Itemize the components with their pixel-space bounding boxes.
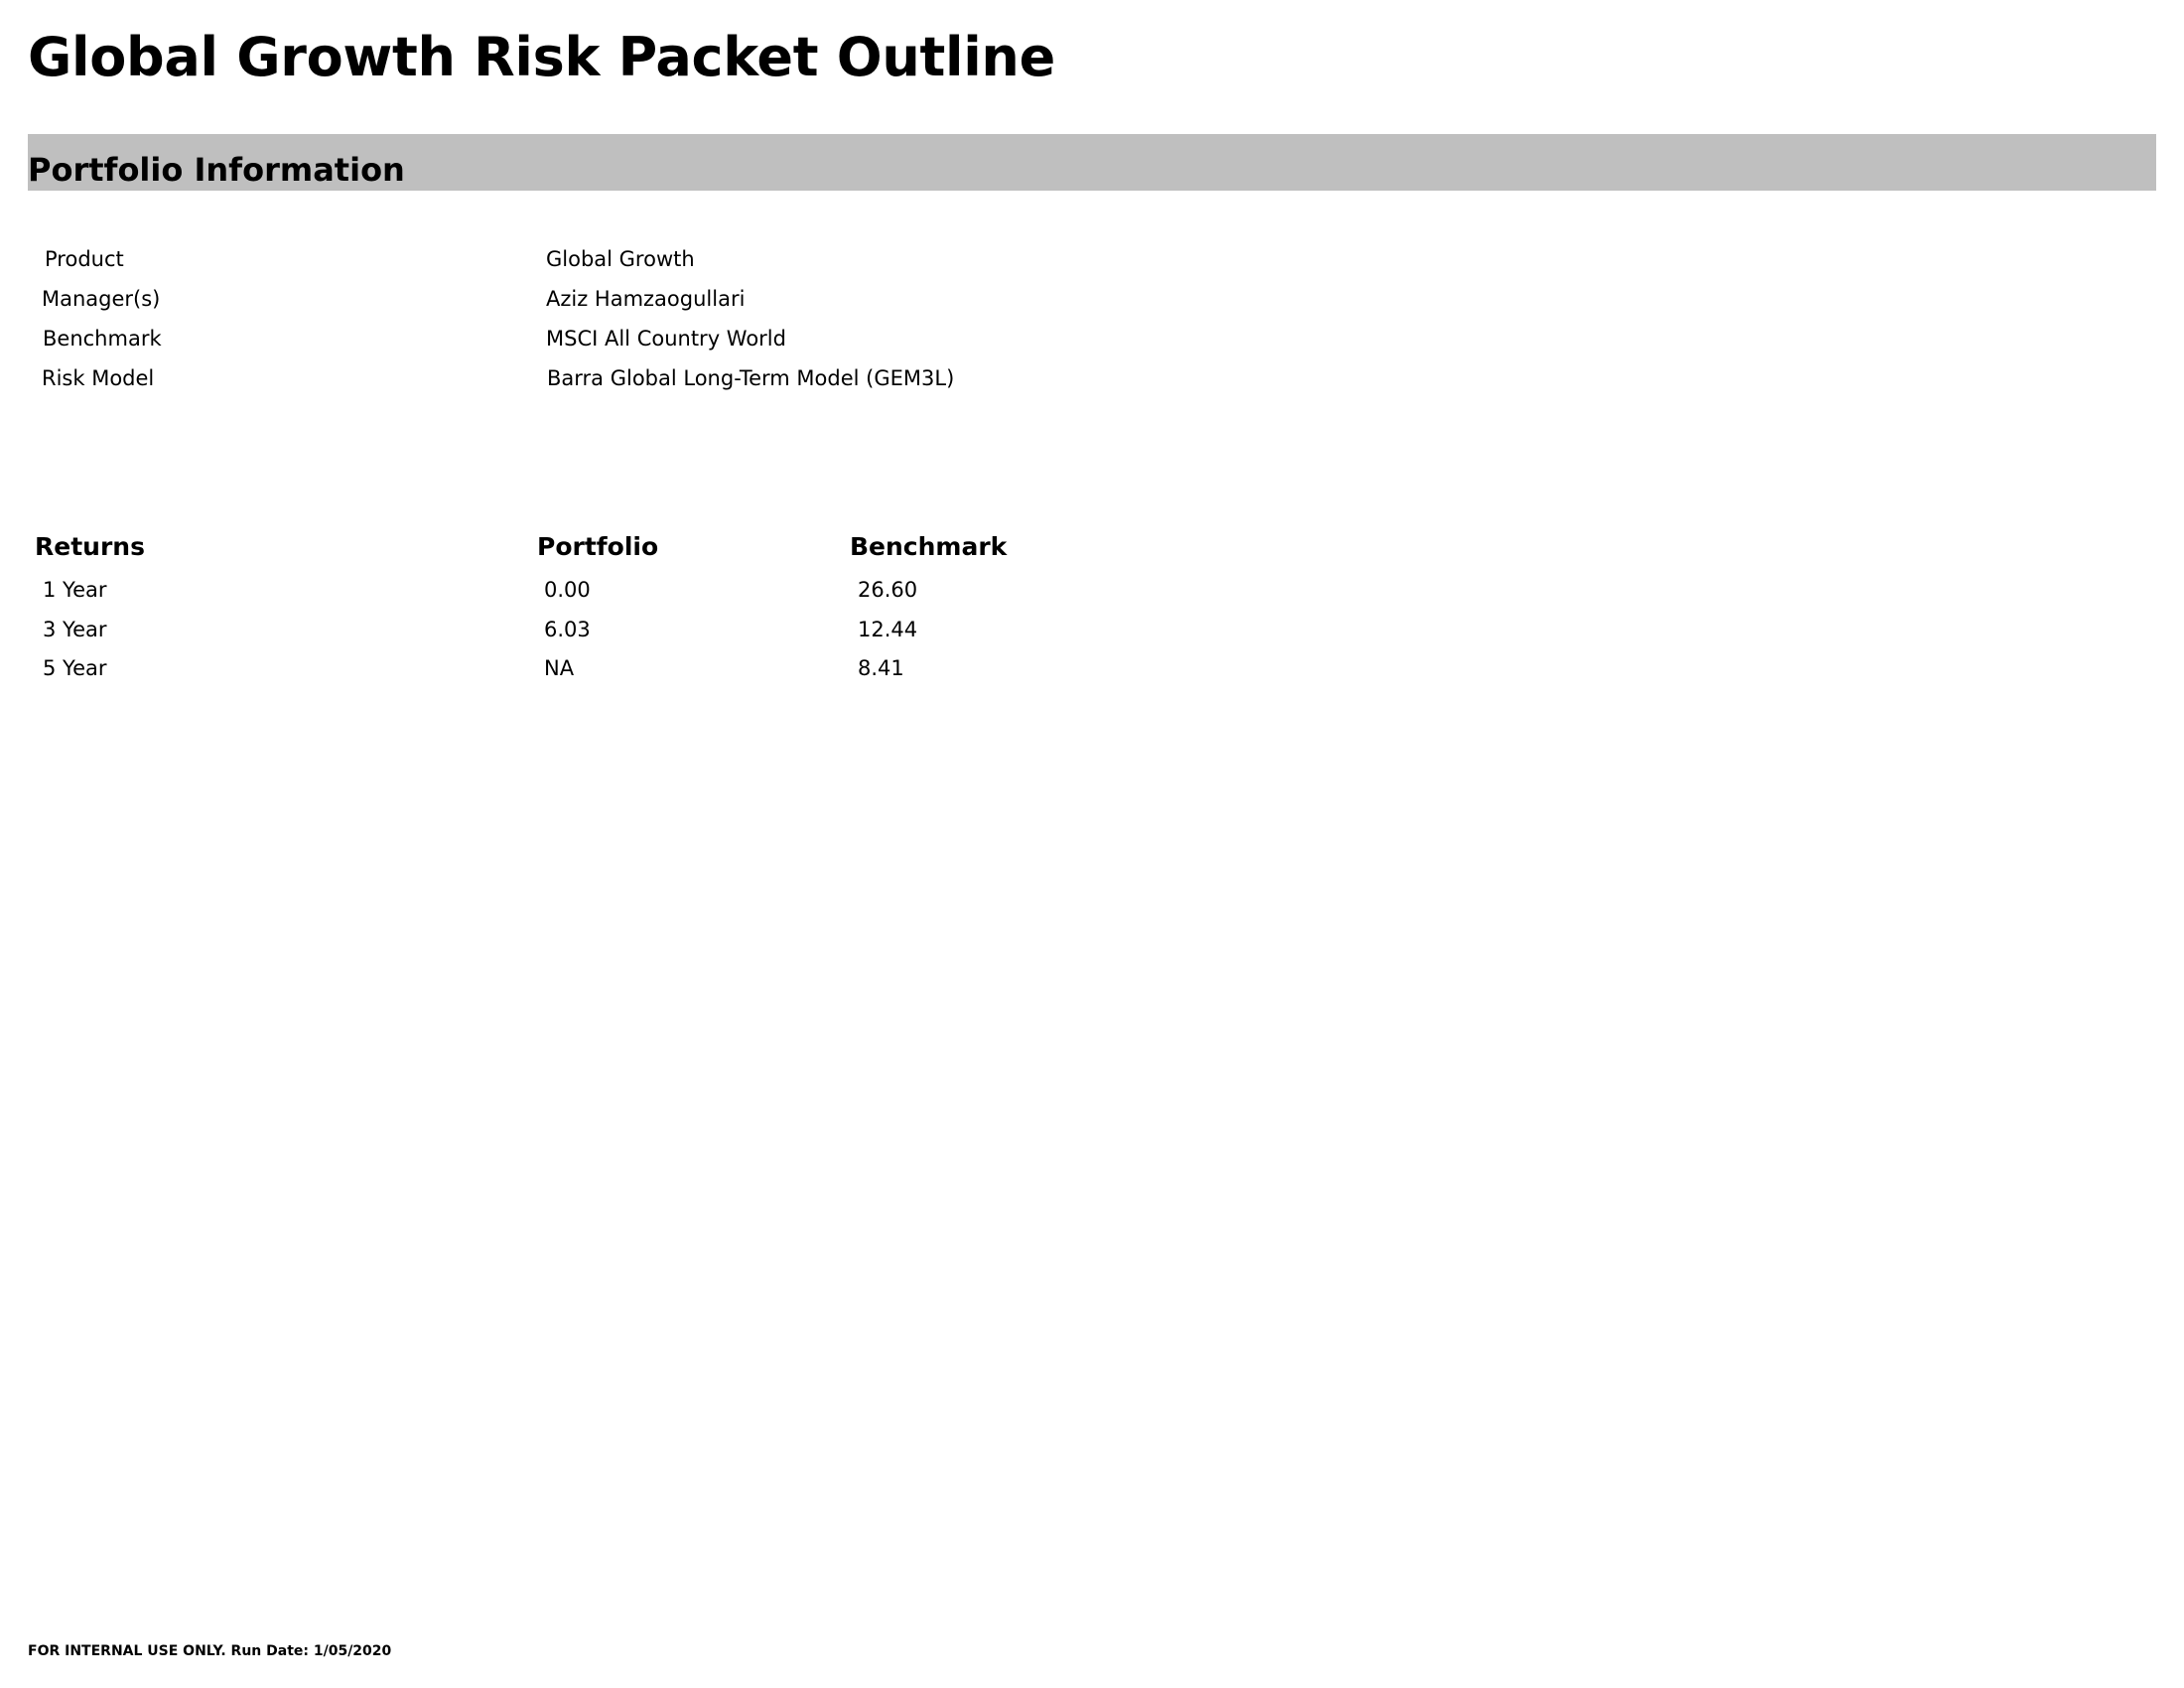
- info-label: Manager(s): [42, 287, 161, 311]
- section-title: Portfolio Information: [28, 151, 405, 189]
- info-value: Barra Global Long-Term Model (GEM3L): [547, 366, 955, 390]
- portfolio-return: NA: [544, 656, 575, 680]
- benchmark-column-header: Benchmark: [850, 532, 1008, 561]
- return-period: 1 Year: [43, 578, 107, 602]
- benchmark-return: 26.60: [858, 578, 918, 602]
- info-label: Product: [45, 247, 124, 271]
- returns-column-header: Returns: [35, 532, 145, 561]
- page-title: Global Growth Risk Packet Outline: [28, 26, 1055, 88]
- return-period: 5 Year: [43, 656, 107, 680]
- portfolio-return: 0.00: [544, 578, 591, 602]
- portfolio-information-header: Portfolio Information: [28, 134, 2156, 191]
- portfolio-return: 6.03: [544, 618, 591, 641]
- return-period: 3 Year: [43, 618, 107, 641]
- internal-use-footer: FOR INTERNAL USE ONLY. Run Date: 1/05/20…: [28, 1643, 392, 1659]
- benchmark-return: 12.44: [858, 618, 918, 641]
- info-value: MSCI All Country World: [546, 327, 786, 351]
- info-label: Risk Model: [42, 366, 155, 390]
- benchmark-return: 8.41: [858, 656, 904, 680]
- info-label: Benchmark: [43, 327, 162, 351]
- portfolio-column-header: Portfolio: [537, 532, 659, 561]
- info-value: Global Growth: [546, 247, 695, 271]
- info-value: Aziz Hamzaogullari: [546, 287, 746, 311]
